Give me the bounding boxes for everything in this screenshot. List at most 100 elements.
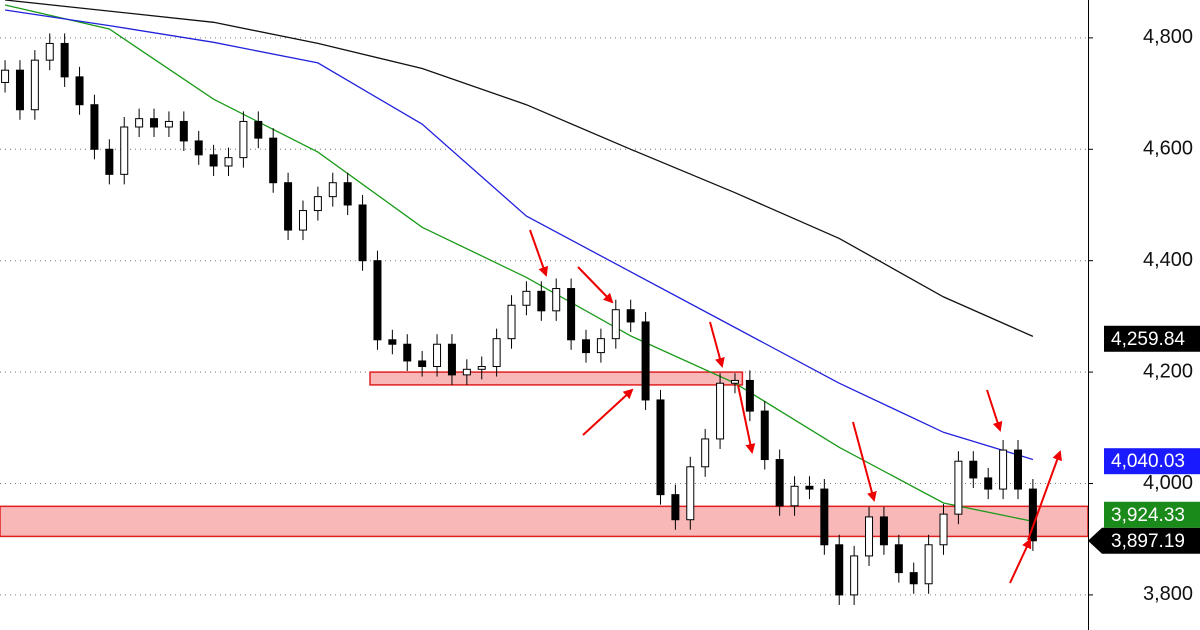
- zone: [369, 371, 744, 386]
- candle-body: [433, 343, 442, 368]
- candle-body: [522, 290, 531, 306]
- candle-body: [373, 260, 382, 341]
- candle-body: [239, 120, 248, 159]
- candle-body: [418, 360, 427, 368]
- y-tick-label: 3,800: [1143, 583, 1193, 605]
- candle-body: [313, 196, 322, 212]
- candle-body: [969, 460, 978, 479]
- candle-body: [716, 382, 725, 440]
- candle-body: [582, 339, 591, 354]
- arrow: [986, 389, 1003, 432]
- zone: [0, 505, 1089, 538]
- arrow: [582, 388, 634, 436]
- moving-average-line: [5, 0, 1034, 337]
- candle-body: [641, 321, 650, 401]
- moving-average-line: [5, 9, 1034, 461]
- arrow: [1027, 450, 1062, 541]
- candle-body: [567, 288, 576, 341]
- candle-body: [999, 449, 1008, 490]
- candle-body: [939, 513, 948, 546]
- price-label: 4,040.03: [1111, 451, 1185, 472]
- candle-body: [194, 140, 203, 156]
- candle-body: [626, 309, 635, 323]
- annotation-arrows: [529, 229, 1062, 584]
- candle-body: [865, 516, 874, 557]
- candle-body: [984, 477, 993, 490]
- candle-body: [269, 137, 278, 184]
- price-label: 4,259.84: [1111, 329, 1185, 350]
- candle-body: [507, 304, 516, 340]
- candle-body: [150, 118, 159, 128]
- price-label-box: [1088, 527, 1200, 554]
- candle-body: [90, 104, 99, 150]
- candle-body: [671, 494, 680, 521]
- candle-body: [909, 572, 918, 585]
- y-tick-label: 4,800: [1143, 26, 1193, 48]
- candle-body: [805, 485, 814, 490]
- candle-body: [760, 410, 769, 461]
- candle-body: [120, 126, 129, 175]
- price-labels: 3,897.19 3,924.33 4,040.03 4,259.84: [1088, 325, 1200, 554]
- arrow: [852, 421, 877, 502]
- candle-body: [954, 460, 963, 515]
- price-label-box: [1104, 325, 1200, 352]
- candle-body: [403, 343, 412, 362]
- candle-body: [298, 210, 307, 231]
- arrow: [737, 384, 756, 454]
- candle-body: [209, 154, 218, 167]
- candle-body: [850, 555, 859, 596]
- candle-body: [701, 438, 710, 468]
- candle-body: [820, 488, 829, 546]
- arrow: [1009, 538, 1032, 584]
- candle-body: [328, 182, 337, 198]
- candle-body: [358, 204, 367, 262]
- price-label: 3,897.19: [1111, 531, 1185, 552]
- candle-body: [224, 157, 233, 167]
- candle-body: [60, 42, 69, 78]
- y-tick-label: 4,000: [1143, 472, 1193, 494]
- price-label: 3,924.33: [1111, 505, 1185, 526]
- candle-body: [388, 339, 397, 345]
- candle-body: [686, 466, 695, 521]
- candle-body: [462, 368, 471, 376]
- y-tick-label: 4,600: [1143, 138, 1193, 160]
- candle-body: [477, 366, 486, 370]
- candle-body: [894, 544, 903, 574]
- candle-body: [730, 379, 739, 384]
- candle-body: [745, 379, 754, 412]
- candle-body: [105, 148, 114, 175]
- candle-body: [924, 544, 933, 585]
- candle-body: [537, 290, 546, 312]
- arrow: [529, 229, 549, 277]
- candle-body: [1013, 449, 1022, 490]
- candle-body: [75, 76, 84, 106]
- y-axis: 3,800 4,000 4,200 4,400 4,600 4,800: [1088, 26, 1193, 605]
- candle-body: [254, 120, 263, 139]
- price-label-box: [1104, 501, 1200, 528]
- candle-body: [343, 182, 352, 206]
- candle-body: [1, 69, 10, 83]
- y-tick-label: 4,200: [1143, 360, 1193, 382]
- plot-area: [1, 0, 1037, 605]
- moving-average-line: [4, 4, 1034, 523]
- candle-body: [15, 69, 24, 111]
- candle-body: [30, 59, 39, 111]
- candle-body: [492, 338, 501, 368]
- candle-body: [284, 182, 293, 231]
- price-label-box: [1104, 448, 1200, 475]
- candle-body: [879, 516, 888, 546]
- candle-body: [447, 343, 456, 376]
- candle-body: [552, 288, 561, 312]
- candle-body: [790, 485, 799, 507]
- arrow: [577, 266, 614, 304]
- candle-body: [45, 42, 54, 61]
- zones: [0, 371, 1089, 538]
- candle-body: [135, 118, 144, 128]
- candle-body: [835, 544, 844, 596]
- y-tick-label: 4,400: [1143, 249, 1193, 271]
- candle-body: [596, 338, 605, 354]
- candle-body: [775, 459, 784, 507]
- candle-body: [179, 120, 188, 142]
